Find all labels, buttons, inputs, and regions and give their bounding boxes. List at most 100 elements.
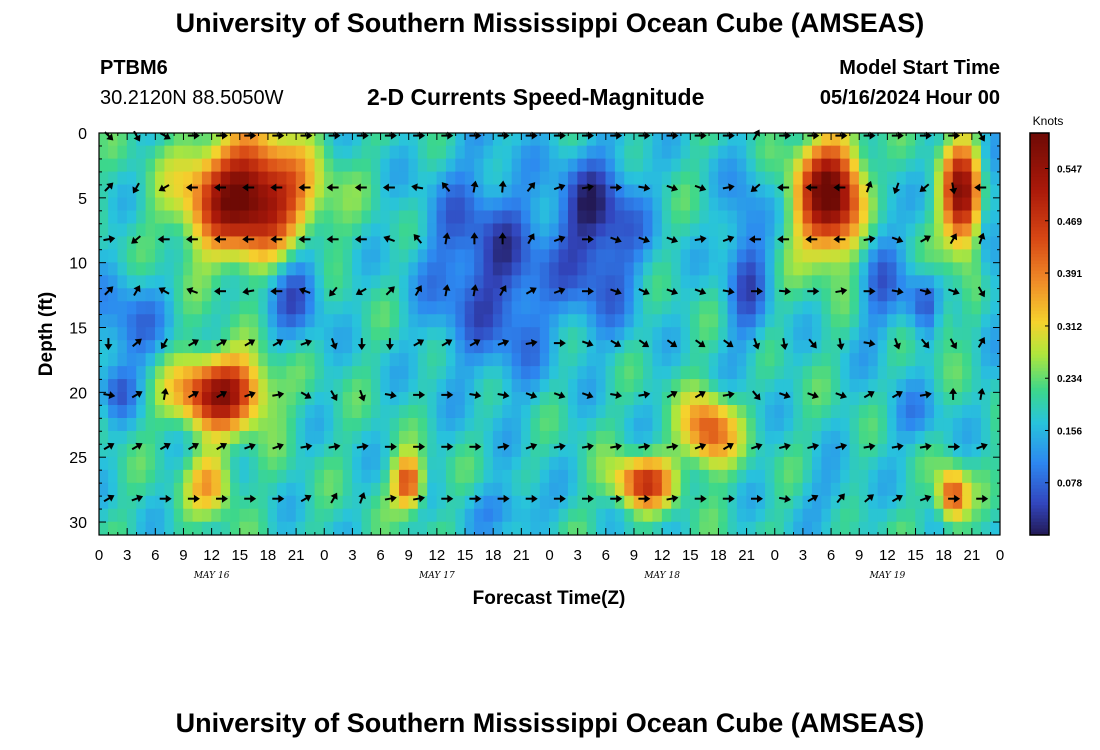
heat-cell: [567, 132, 578, 147]
heat-cell: [539, 171, 550, 186]
heat-cell: [464, 288, 475, 302]
heat-cell: [680, 495, 691, 510]
heat-cell: [558, 430, 569, 445]
heat-cell: [849, 275, 860, 289]
heat-cell: [539, 158, 550, 173]
heat-cell: [736, 275, 747, 289]
heat-cell: [727, 456, 738, 471]
heat-cell: [492, 314, 503, 328]
heat-cell: [577, 314, 588, 328]
current-vector: [807, 391, 819, 400]
heat-cell: [577, 392, 588, 406]
heat-cell: [136, 275, 147, 289]
heat-cell: [980, 171, 991, 186]
colorbar-step: [1030, 400, 1049, 405]
heat-cell: [887, 197, 898, 212]
heat-cell: [567, 236, 578, 251]
heat-cell: [323, 210, 334, 225]
heat-cell: [333, 482, 344, 497]
heat-cell: [323, 314, 334, 328]
heat-cell: [558, 158, 569, 173]
current-vector: [272, 442, 284, 451]
y-tick-label: 5: [78, 191, 87, 208]
heat-cell: [399, 249, 410, 263]
colorbar-step: [1030, 296, 1049, 301]
heat-cell: [952, 145, 963, 160]
heat-cell: [755, 288, 766, 302]
heat-cell: [370, 249, 381, 263]
heat-cell: [323, 521, 334, 536]
heat-cell: [962, 340, 973, 354]
heat-cell: [380, 430, 391, 445]
heat-cell: [145, 301, 156, 315]
current-vector: [582, 287, 594, 296]
heat-cell: [643, 236, 654, 251]
current-vector: [581, 339, 594, 348]
heat-cell: [380, 314, 391, 328]
heat-cell: [624, 314, 635, 328]
heat-cell: [962, 521, 973, 536]
heat-cell: [220, 405, 231, 419]
colorbar-step: [1030, 337, 1049, 341]
heat-cell: [896, 340, 907, 354]
heat-cell: [868, 171, 879, 186]
heat-cell: [145, 197, 156, 212]
heat-cell: [173, 521, 184, 536]
heat-cell: [962, 392, 973, 406]
heat-cell: [840, 521, 851, 536]
heat-cell: [295, 184, 306, 199]
heat-cell: [445, 379, 456, 393]
heat-cell: [164, 456, 175, 471]
heat-cell: [774, 508, 785, 523]
heat-cell: [305, 275, 316, 289]
colorbar-step: [1030, 229, 1049, 234]
current-vector: [272, 390, 285, 399]
heat-cell: [126, 327, 137, 341]
heat-cell: [896, 184, 907, 199]
heat-cell: [699, 145, 710, 160]
heat-cell: [258, 145, 269, 160]
heat-cell: [746, 392, 757, 406]
heat-cell: [971, 288, 982, 302]
heat-cell: [877, 508, 888, 523]
heat-cell: [586, 288, 597, 302]
heat-cell: [727, 469, 738, 484]
heat-cell: [765, 132, 776, 147]
heat-cell: [108, 443, 119, 458]
current-vector: [865, 180, 873, 193]
heat-cell: [117, 405, 128, 419]
heat-cell: [596, 353, 607, 367]
heat-cell: [699, 405, 710, 419]
heat-cell: [774, 288, 785, 302]
heat-cell: [380, 456, 391, 471]
heat-cell: [126, 249, 137, 263]
heat-cell: [689, 392, 700, 406]
heat-cell: [173, 314, 184, 328]
colorbar-step: [1030, 487, 1049, 492]
heat-cell: [661, 184, 672, 199]
heat-cell: [868, 288, 879, 302]
x-tick-label: 3: [799, 547, 807, 564]
heat-cell: [905, 469, 916, 484]
heat-cell: [549, 430, 560, 445]
heat-cell: [408, 314, 419, 328]
heat-cell: [718, 249, 729, 263]
heat-cell: [427, 210, 438, 225]
heat-cell: [220, 366, 231, 380]
colorbar-step: [1030, 504, 1049, 509]
current-vector: [666, 442, 679, 451]
heat-cell: [314, 353, 325, 367]
heat-cell: [549, 236, 560, 251]
heat-cell: [211, 508, 222, 523]
heat-cell: [689, 405, 700, 419]
heat-cell: [370, 495, 381, 510]
heat-cell: [830, 456, 841, 471]
current-vector: [863, 390, 875, 399]
heat-cell: [980, 288, 991, 302]
heat-cell: [192, 236, 203, 251]
heat-cell: [896, 508, 907, 523]
heat-cell: [192, 262, 203, 276]
heat-cell: [220, 495, 231, 510]
heat-cell: [258, 379, 269, 393]
heat-cell: [624, 379, 635, 393]
